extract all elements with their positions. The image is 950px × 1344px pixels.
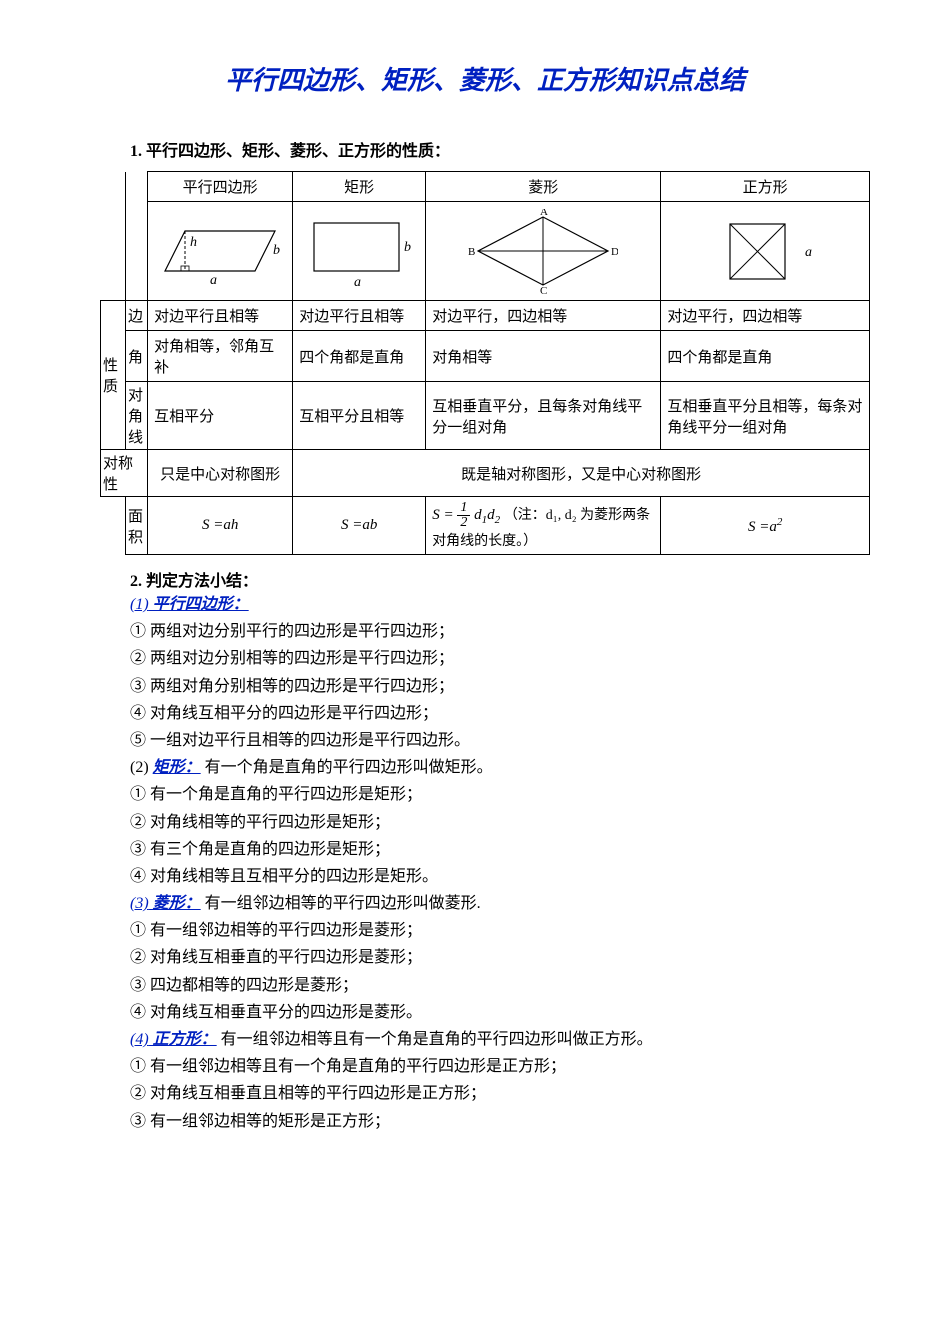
square-figure: a: [661, 202, 870, 301]
p2-2: ② 对角线相等的平行四边形是矩形；: [130, 809, 870, 836]
rhombus-figure: A B D C: [426, 202, 661, 301]
p3-4: ④ 对角线互相垂直平分的四边形是菱形。: [130, 999, 870, 1026]
area-c2: S =ab: [293, 497, 426, 555]
angle-c2: 四个角都是直角: [293, 331, 426, 382]
side-c3: 对边平行，四边相等: [426, 301, 661, 331]
svg-text:b: b: [404, 240, 411, 255]
section1-heading: 1. 平行四边形、矩形、菱形、正方形的性质：: [130, 137, 870, 161]
angle-c1: 对角相等，邻角互补: [148, 331, 293, 382]
sym-c1: 只是中心对称图形: [148, 450, 293, 497]
p2-3: ③ 有三个角是直角的四边形是矩形；: [130, 836, 870, 863]
properties-table: 平行四边形 矩形 菱形 正方形 h b a b a: [100, 171, 870, 555]
rectangle-figure: b a: [293, 202, 426, 301]
criteria-list: (1) 平行四边形： ① 两组对边分别平行的四边形是平行四边形； ② 两组对边分…: [130, 591, 870, 1135]
sym-c234: 既是轴对称图形，又是中心对称图形: [293, 450, 870, 497]
col1-header: 平行四边形: [148, 172, 293, 202]
p3-1: ① 有一组邻边相等的平行四边形是菱形；: [130, 917, 870, 944]
svg-text:b: b: [273, 243, 280, 258]
diag-c1: 互相平分: [148, 382, 293, 450]
svg-text:h: h: [190, 235, 197, 250]
col2-header: 矩形: [293, 172, 426, 202]
p1-4: ④ 对角线互相平分的四边形是平行四边形；: [130, 700, 870, 727]
p3-3: ③ 四边都相等的四边形是菱形；: [130, 972, 870, 999]
prop-group-label: 性质: [101, 301, 126, 450]
side-c1: 对边平行且相等: [148, 301, 293, 331]
area-c4: S =a2: [661, 497, 870, 555]
p4-2: ② 对角线互相垂直且相等的平行四边形是正方形；: [130, 1080, 870, 1107]
diag-c3: 互相垂直平分，且每条对角线平分一组对角: [426, 382, 661, 450]
section2-heading: 2. 判定方法小结：: [130, 567, 870, 591]
svg-text:a: a: [210, 273, 217, 286]
col4-header: 正方形: [661, 172, 870, 202]
svg-text:A: A: [540, 209, 548, 218]
parallelogram-figure: h b a: [148, 202, 293, 301]
p1-5: ⑤ 一组对边平行且相等的四边形是平行四边形。: [130, 727, 870, 754]
p2-head: (2) 矩形： 有一个角是直角的平行四边形叫做矩形。: [130, 754, 870, 781]
p2-1: ① 有一个角是直角的平行四边形是矩形；: [130, 781, 870, 808]
angle-c4: 四个角都是直角: [661, 331, 870, 382]
angle-c3: 对角相等: [426, 331, 661, 382]
p4-head: (4) 正方形： 有一组邻边相等且有一个角是直角的平行四边形叫做正方形。: [130, 1026, 870, 1053]
area-label: 面积: [126, 497, 148, 555]
angle-label: 角: [126, 331, 148, 382]
diag-c4: 互相垂直平分且相等，每条对角线平分一组对角: [661, 382, 870, 450]
p2-4: ④ 对角线相等且互相平分的四边形是矩形。: [130, 863, 870, 890]
col3-header: 菱形: [426, 172, 661, 202]
p3-head: (3) 菱形： 有一组邻边相等的平行四边形叫做菱形.: [130, 890, 870, 917]
svg-text:a: a: [805, 245, 812, 260]
side-c4: 对边平行，四边相等: [661, 301, 870, 331]
area-c1: S =ah: [148, 497, 293, 555]
diag-c2: 互相平分且相等: [293, 382, 426, 450]
p1-1: ① 两组对边分别平行的四边形是平行四边形；: [130, 618, 870, 645]
p1-3: ③ 两组对角分别相等的四边形是平行四边形；: [130, 673, 870, 700]
p3-2: ② 对角线互相垂直的平行四边形是菱形；: [130, 944, 870, 971]
diag-label: 对角线: [126, 382, 148, 450]
p4-3: ③ 有一组邻边相等的矩形是正方形；: [130, 1108, 870, 1135]
p1-2: ② 两组对边分别相等的四边形是平行四边形；: [130, 645, 870, 672]
symmetry-label: 对称性: [101, 450, 148, 497]
shape-header: [126, 172, 148, 202]
side-label: 边: [126, 301, 148, 331]
p4-1: ① 有一组邻边相等且有一个角是直角的平行四边形是正方形；: [130, 1053, 870, 1080]
side-c2: 对边平行且相等: [293, 301, 426, 331]
area-c3: S = 12 d1d2 （注：d₁, d₂ 为菱形两条对角线的长度。）: [426, 497, 661, 555]
svg-text:D: D: [611, 246, 618, 258]
svg-text:a: a: [354, 275, 361, 290]
svg-text:B: B: [468, 246, 475, 258]
p1-head: (1) 平行四边形：: [130, 591, 870, 618]
svg-text:C: C: [540, 285, 547, 294]
page-title: 平行四边形、矩形、菱形、正方形知识点总结: [100, 60, 870, 97]
